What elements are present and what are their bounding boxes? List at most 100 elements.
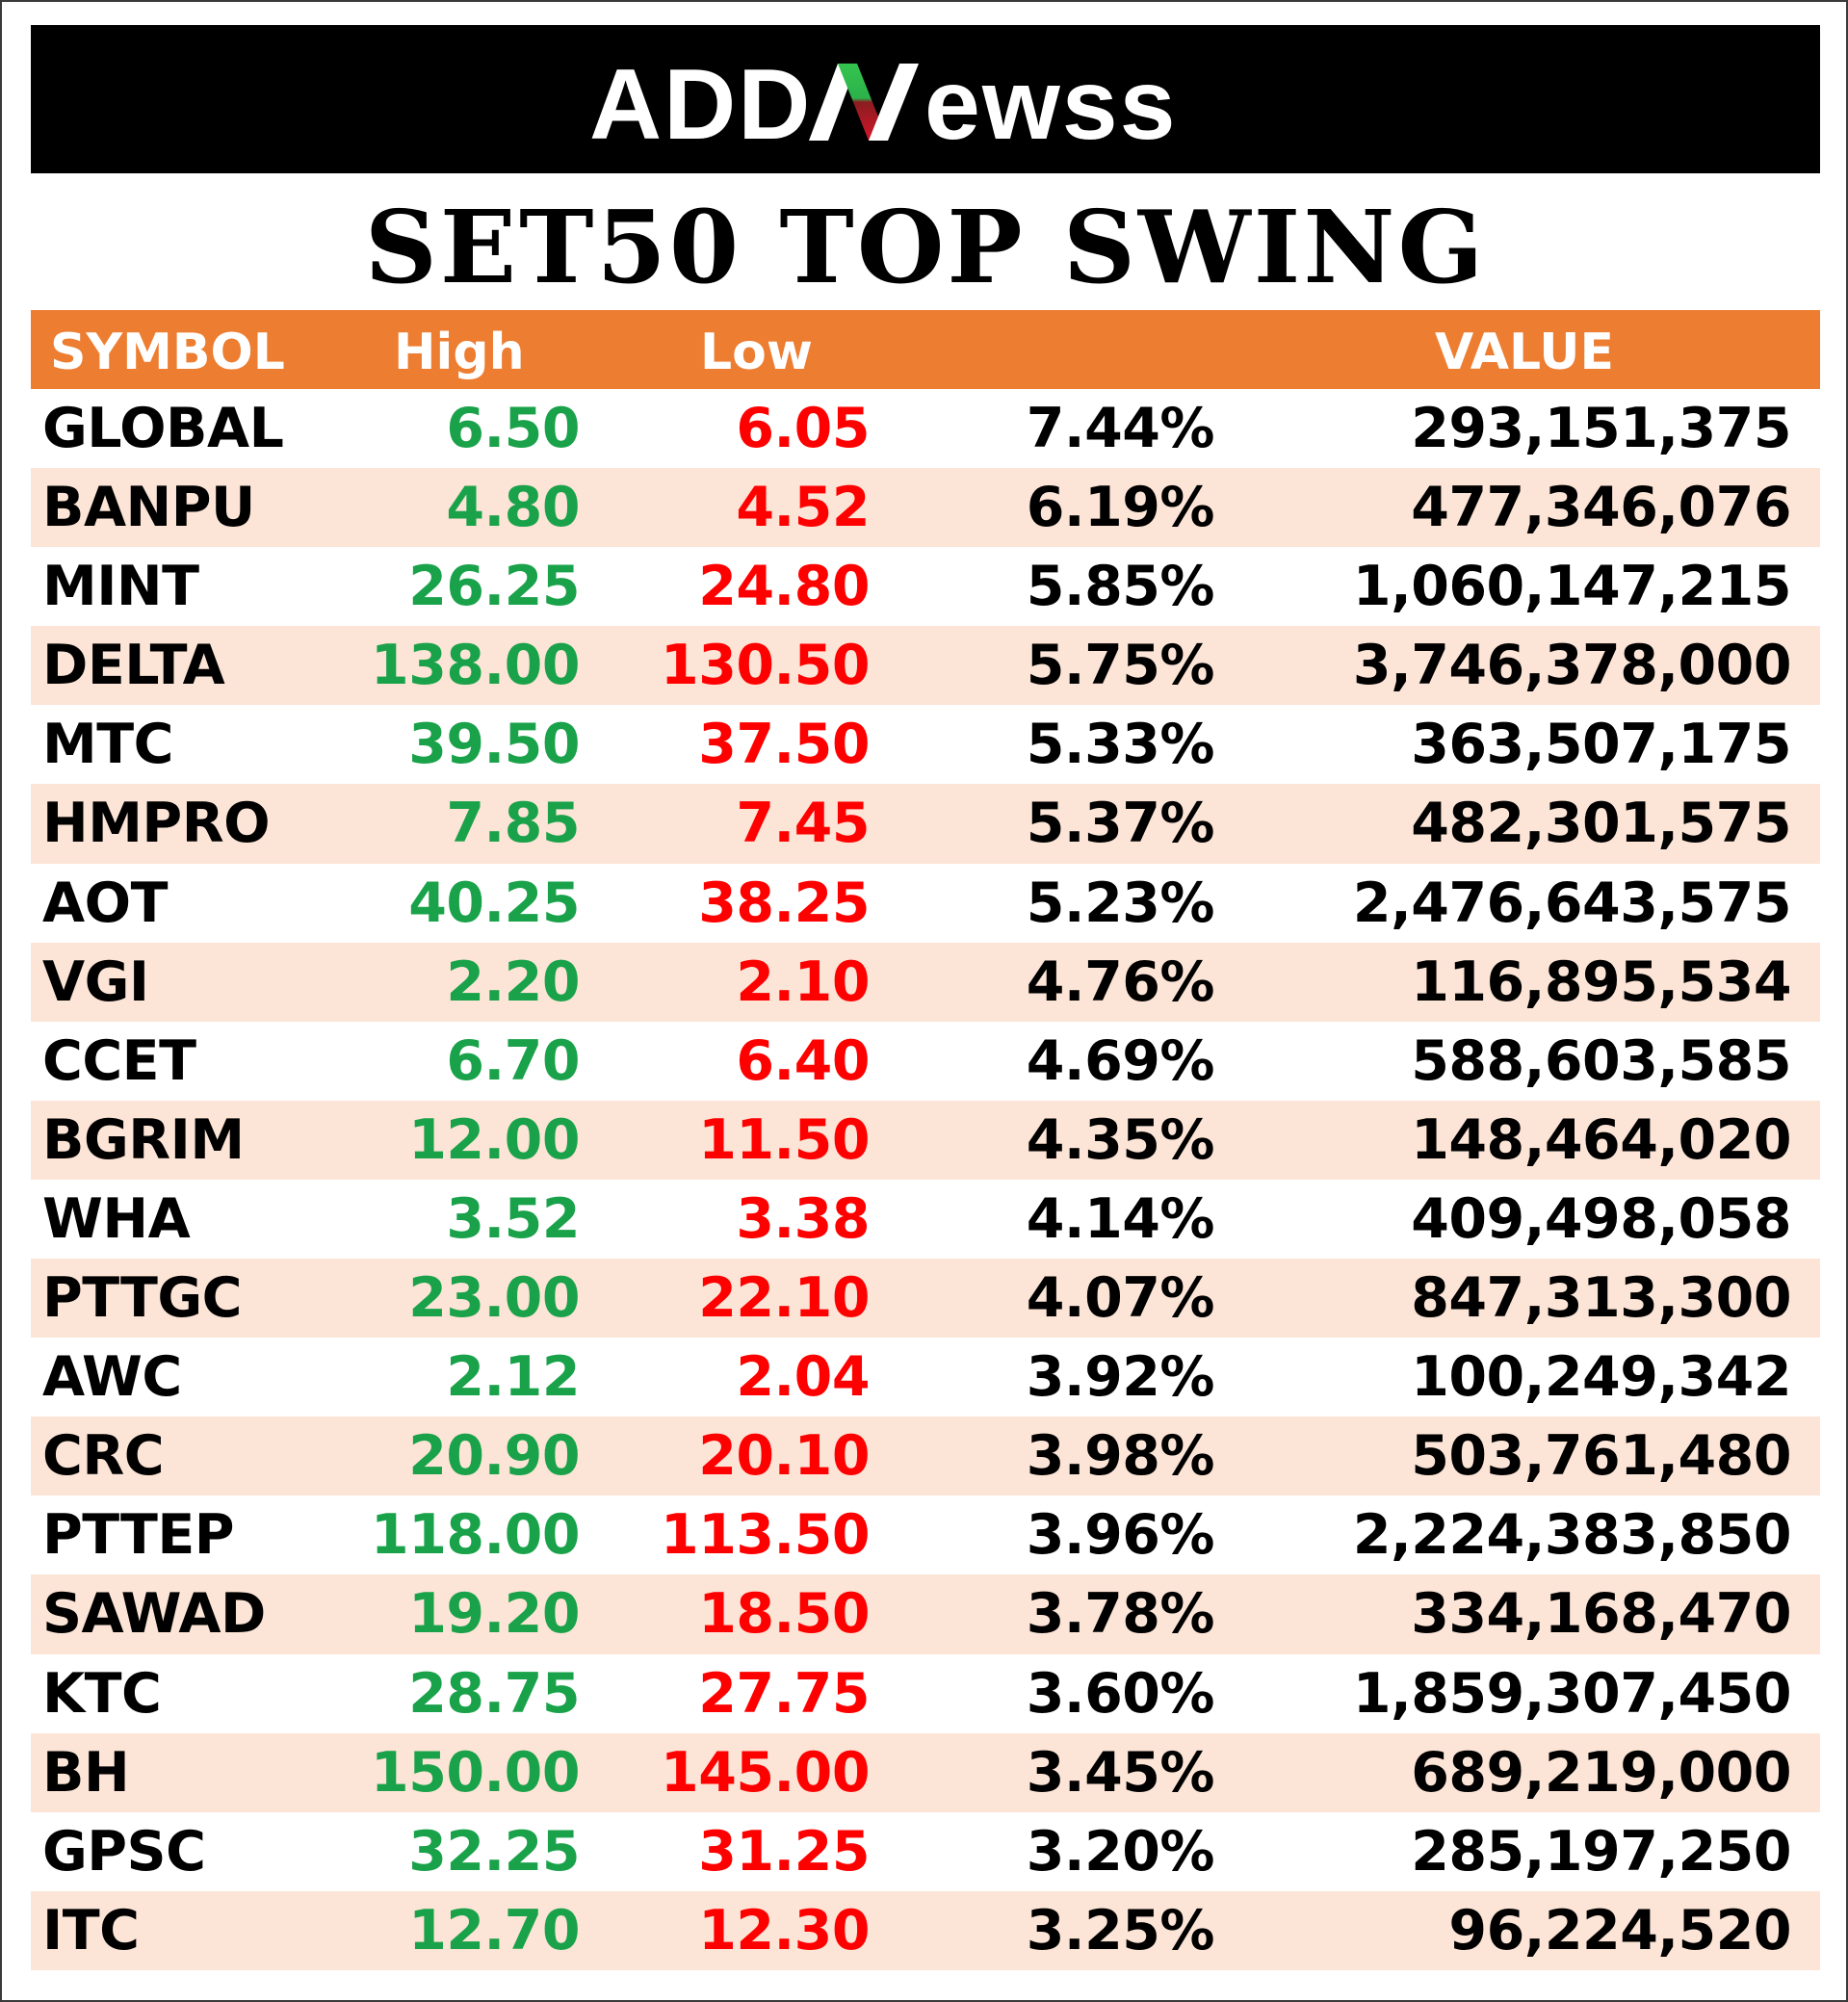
cell-value: 285,197,250 <box>1411 1819 1791 1884</box>
cell-low: 38.25 <box>698 871 870 935</box>
cell-swing-percent: 5.33% <box>1026 713 1215 777</box>
cell-symbol: VGI <box>42 949 149 1014</box>
cell-high: 3.52 <box>446 1186 580 1251</box>
cell-value: 334,168,470 <box>1411 1582 1791 1647</box>
cell-swing-percent: 5.37% <box>1026 792 1215 856</box>
cell-high: 118.00 <box>371 1503 580 1568</box>
table-row: CRC 20.90 20.10 3.98% 503,761,480 <box>31 1417 1820 1496</box>
table-row: CCET 6.70 6.40 4.69% 588,603,585 <box>31 1022 1820 1101</box>
table-row: VGI 2.20 2.10 4.76% 116,895,534 <box>31 942 1820 1022</box>
cell-value: 847,313,300 <box>1411 1266 1791 1331</box>
brand-banner: ADD ewss <box>31 25 1820 173</box>
cell-symbol: SAWAD <box>42 1582 266 1647</box>
table-row: SAWAD 19.20 18.50 3.78% 334,168,470 <box>31 1574 1820 1654</box>
cell-low: 113.50 <box>661 1503 870 1568</box>
cell-symbol: BANPU <box>42 476 255 540</box>
cell-symbol: CCET <box>42 1028 196 1093</box>
cell-high: 19.20 <box>408 1582 580 1647</box>
cell-swing-percent: 4.14% <box>1026 1186 1215 1251</box>
cell-value: 1,060,147,215 <box>1352 555 1792 619</box>
cell-symbol: MINT <box>42 555 199 619</box>
table-row: AOT 40.25 38.25 5.23% 2,476,643,575 <box>31 864 1820 943</box>
cell-high: 23.00 <box>408 1266 580 1331</box>
cell-low: 12.30 <box>698 1898 870 1963</box>
table-row: HMPRO 7.85 7.45 5.37% 482,301,575 <box>31 784 1820 864</box>
cell-swing-percent: 3.60% <box>1026 1661 1215 1726</box>
cell-value: 503,761,480 <box>1411 1424 1791 1489</box>
svg-text:ewss: ewss <box>924 49 1177 161</box>
cell-swing-percent: 5.23% <box>1026 871 1215 935</box>
cell-high: 26.25 <box>408 555 580 619</box>
cell-low: 2.10 <box>736 949 870 1014</box>
cell-symbol: MTC <box>42 713 173 777</box>
cell-swing-percent: 3.92% <box>1026 1345 1215 1410</box>
table-row: GLOBAL 6.50 6.05 7.44% 293,151,375 <box>31 389 1820 468</box>
cell-swing-percent: 4.35% <box>1026 1107 1215 1172</box>
cell-low: 6.40 <box>736 1028 870 1093</box>
cell-swing-percent: 5.75% <box>1026 634 1215 698</box>
cell-low: 27.75 <box>698 1661 870 1726</box>
cell-low: 3.38 <box>736 1186 870 1251</box>
column-header-value: VALUE <box>1435 324 1614 381</box>
cell-high: 32.25 <box>408 1819 580 1884</box>
cell-symbol: KTC <box>42 1661 162 1726</box>
cell-value: 409,498,058 <box>1411 1186 1791 1251</box>
svg-text:ADD: ADD <box>589 49 812 161</box>
cell-swing-percent: 3.25% <box>1026 1898 1215 1963</box>
cell-high: 40.25 <box>408 871 580 935</box>
table-row: ITC 12.70 12.30 3.25% 96,224,520 <box>31 1890 1820 1970</box>
cell-value: 1,859,307,450 <box>1352 1661 1792 1726</box>
page-title: SET50 TOP SWING <box>364 188 1487 306</box>
cell-high: 7.85 <box>446 792 580 856</box>
table-row: KTC 28.75 27.75 3.60% 1,859,307,450 <box>31 1654 1820 1733</box>
cell-high: 20.90 <box>408 1424 580 1489</box>
cell-low: 20.10 <box>698 1424 870 1489</box>
cell-high: 6.70 <box>446 1028 580 1093</box>
table-row: PTTEP 118.00 113.50 3.96% 2,224,383,850 <box>31 1495 1820 1574</box>
cell-value: 3,746,378,000 <box>1352 634 1792 698</box>
table-row: BH 150.00 145.00 3.45% 689,219,000 <box>31 1732 1820 1812</box>
column-header-symbol: SYMBOL <box>50 324 285 381</box>
cell-swing-percent: 3.45% <box>1026 1740 1215 1805</box>
cell-low: 31.25 <box>698 1819 870 1884</box>
cell-swing-percent: 3.78% <box>1026 1582 1215 1647</box>
cell-high: 150.00 <box>371 1740 580 1805</box>
cell-symbol: ITC <box>42 1898 140 1963</box>
cell-symbol: HMPRO <box>42 792 271 856</box>
cell-value: 689,219,000 <box>1411 1740 1791 1805</box>
cell-value: 2,476,643,575 <box>1352 871 1792 935</box>
cell-value: 477,346,076 <box>1411 476 1791 540</box>
addnewss-logo: ADD ewss <box>31 25 1820 173</box>
cell-high: 2.20 <box>446 949 580 1014</box>
cell-swing-percent: 3.96% <box>1026 1503 1215 1568</box>
table-row: GPSC 32.25 31.25 3.20% 285,197,250 <box>31 1812 1820 1891</box>
cell-low: 145.00 <box>661 1740 870 1805</box>
table-row: BGRIM 12.00 11.50 4.35% 148,464,020 <box>31 1100 1820 1180</box>
cell-high: 12.70 <box>408 1898 580 1963</box>
cell-low: 18.50 <box>698 1582 870 1647</box>
cell-value: 2,224,383,850 <box>1352 1503 1792 1568</box>
cell-high: 6.50 <box>446 397 580 460</box>
cell-value: 116,895,534 <box>1411 949 1791 1014</box>
cell-high: 4.80 <box>446 476 580 540</box>
cell-symbol: AOT <box>42 871 168 935</box>
cell-symbol: WHA <box>42 1186 191 1251</box>
table-row: BANPU 4.80 4.52 6.19% 477,346,076 <box>31 468 1820 548</box>
cell-value: 100,249,342 <box>1411 1345 1791 1410</box>
cell-swing-percent: 4.69% <box>1026 1028 1215 1093</box>
table-row: AWC 2.12 2.04 3.92% 100,249,342 <box>31 1338 1820 1417</box>
cell-swing-percent: 4.07% <box>1026 1266 1215 1331</box>
table-row: PTTGC 23.00 22.10 4.07% 847,313,300 <box>31 1259 1820 1339</box>
table-header: SYMBOL High Low VALUE <box>31 310 1820 389</box>
cell-value: 482,301,575 <box>1411 792 1791 856</box>
cell-symbol: AWC <box>42 1345 182 1410</box>
cell-swing-percent: 3.20% <box>1026 1819 1215 1884</box>
cell-high: 12.00 <box>408 1107 580 1172</box>
cell-low: 11.50 <box>698 1107 870 1172</box>
column-header-high: High <box>394 324 525 381</box>
cell-value: 588,603,585 <box>1411 1028 1791 1093</box>
cell-swing-percent: 5.85% <box>1026 555 1215 619</box>
cell-swing-percent: 6.19% <box>1026 476 1215 540</box>
cell-symbol: CRC <box>42 1424 165 1489</box>
